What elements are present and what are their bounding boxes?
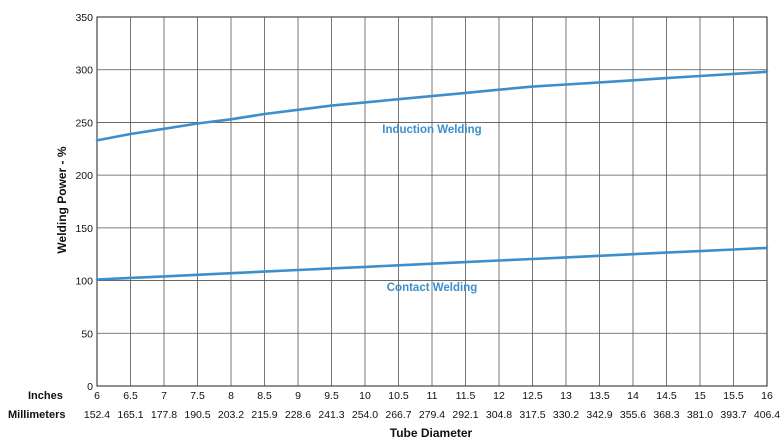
series-label-2: Contact Welding bbox=[387, 282, 478, 294]
x-tick-inch: 14.5 bbox=[656, 390, 677, 402]
x-tick-mm: 330.2 bbox=[553, 409, 579, 421]
y-tick-label: 0 bbox=[87, 381, 93, 393]
x-tick-inch: 6 bbox=[94, 390, 100, 402]
x-tick-mm: 215.9 bbox=[251, 409, 277, 421]
x-tick-inch: 6.5 bbox=[123, 390, 138, 402]
x-tick-inch: 14 bbox=[627, 390, 639, 402]
x-tick-mm: 203.2 bbox=[218, 409, 244, 421]
x-tick-inch: 8.5 bbox=[257, 390, 272, 402]
x-tick-inch: 7 bbox=[161, 390, 167, 402]
x-tick-inch: 15.5 bbox=[723, 390, 744, 402]
x-tick-mm: 228.6 bbox=[285, 409, 311, 421]
x-tick-inch: 15 bbox=[694, 390, 706, 402]
x-tick-inch: 11 bbox=[427, 390, 438, 402]
series-label-1: Induction Welding bbox=[382, 124, 481, 136]
inches-row-label: Inches bbox=[28, 390, 63, 402]
x-tick-mm: 381.0 bbox=[687, 409, 713, 421]
series-layer: Induction Welding Contact Welding bbox=[95, 70, 769, 294]
x-tick-mm: 292.1 bbox=[452, 409, 478, 421]
x-tick-inch: 13.5 bbox=[589, 390, 610, 402]
y-tick-label: 50 bbox=[81, 328, 93, 340]
x-tick-mm: 254.0 bbox=[352, 409, 378, 421]
x-tick-mm: 190.5 bbox=[184, 409, 210, 421]
y-tick-label: 150 bbox=[75, 223, 93, 235]
y-tick-label: 350 bbox=[75, 12, 93, 24]
series-line-1 bbox=[95, 70, 769, 142]
x-tick-mm: 165.1 bbox=[117, 409, 143, 421]
x-tick-inch: 8 bbox=[228, 390, 234, 402]
y-tick-label: 250 bbox=[75, 117, 93, 129]
x-tick-inch: 12 bbox=[493, 390, 505, 402]
y-tick-label: 100 bbox=[75, 276, 93, 288]
x-axis-label: Tube Diameter bbox=[390, 426, 473, 440]
x-tick-mm: 355.6 bbox=[620, 409, 646, 421]
grid bbox=[96, 16, 768, 387]
x-tick-mm: 342.9 bbox=[586, 409, 612, 421]
x-tick-mm: 406.4 bbox=[754, 409, 780, 421]
x-tick-mm: 279.4 bbox=[419, 409, 445, 421]
x-tick-mm: 241.3 bbox=[318, 409, 344, 421]
x-tick-mm: 317.5 bbox=[519, 409, 545, 421]
x-tick-inch: 9 bbox=[295, 390, 301, 402]
series-line-2 bbox=[95, 246, 769, 281]
x-tick-mm: 152.4 bbox=[84, 409, 110, 421]
x-tick-mm: 304.8 bbox=[486, 409, 512, 421]
y-tick-label: 200 bbox=[75, 170, 93, 182]
x-tick-mm: 393.7 bbox=[720, 409, 746, 421]
x-tick-labels: 6 152.4 6.5 165.1 7 177.8 7.5 190.5 8 203.2 8.5 215… bbox=[84, 390, 780, 421]
y-tick-labels: 0 50 100 150 200 250 300 350 bbox=[75, 12, 93, 393]
x-tick-inch: 9.5 bbox=[324, 390, 339, 402]
x-tick-inch: 11.5 bbox=[456, 390, 476, 402]
millimeters-row-label: Millimeters bbox=[8, 409, 65, 421]
x-tick-mm: 368.3 bbox=[653, 409, 679, 421]
x-tick-inch: 7.5 bbox=[190, 390, 205, 402]
x-tick-inch: 13 bbox=[560, 390, 572, 402]
y-tick-label: 300 bbox=[75, 65, 93, 77]
x-tick-inch: 16 bbox=[761, 390, 773, 402]
x-tick-inch: 12.5 bbox=[522, 390, 543, 402]
x-tick-mm: 177.8 bbox=[151, 409, 177, 421]
x-tick-mm: 266.7 bbox=[385, 409, 411, 421]
y-axis-label: Welding Power - % bbox=[55, 146, 69, 253]
x-tick-inch: 10.5 bbox=[388, 390, 409, 402]
x-tick-inch: 10 bbox=[359, 390, 371, 402]
